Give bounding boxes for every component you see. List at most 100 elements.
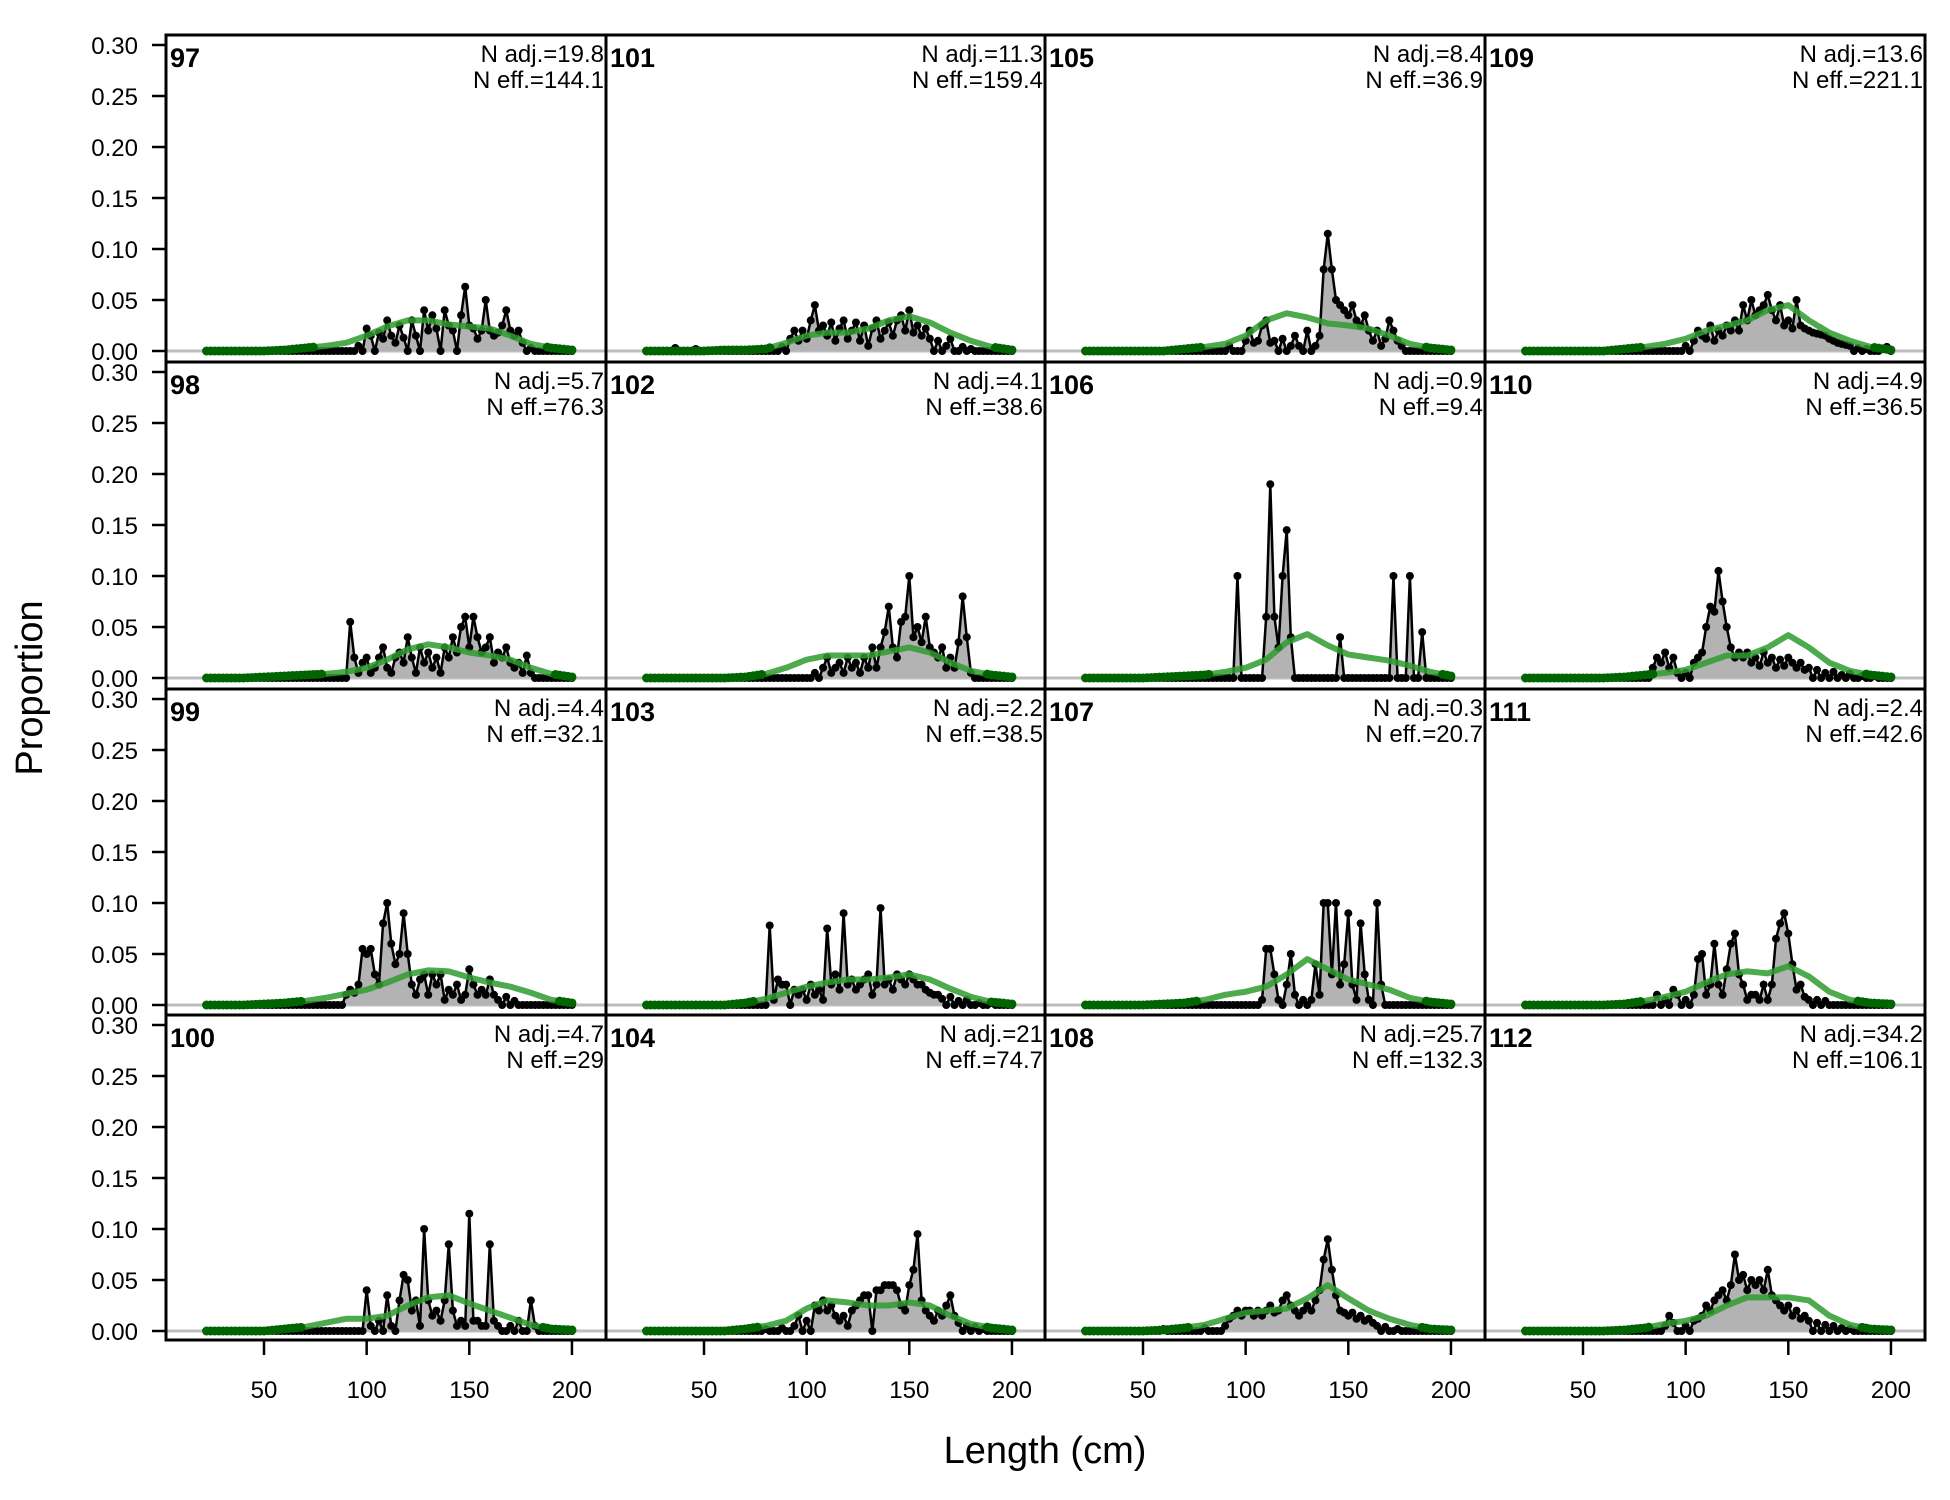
observed-point bbox=[1743, 1286, 1752, 1295]
observed-point bbox=[1821, 1320, 1830, 1329]
expected-point bbox=[748, 996, 758, 1006]
observed-point bbox=[1726, 326, 1735, 335]
observed-point bbox=[917, 331, 926, 340]
observed-point bbox=[819, 321, 828, 330]
observed-point bbox=[864, 1291, 873, 1300]
observed-point bbox=[1405, 572, 1414, 580]
expected-point bbox=[1446, 671, 1456, 681]
observed-point bbox=[1796, 658, 1805, 667]
observed-point bbox=[522, 1327, 531, 1335]
observed-point bbox=[1323, 1235, 1332, 1244]
x-tick-label: 100 bbox=[1666, 1377, 1706, 1404]
observed-point bbox=[338, 1001, 347, 1009]
observed-point bbox=[1702, 623, 1711, 631]
observed-point bbox=[502, 992, 511, 1001]
observed-point bbox=[387, 668, 396, 677]
panel-label: 101 bbox=[610, 43, 655, 73]
expected-point bbox=[1007, 672, 1017, 682]
panel-112: 112 N adj.=34.2N eff.=106.1 bbox=[1485, 1021, 1925, 1336]
observed-point bbox=[1804, 1316, 1813, 1325]
observed-point bbox=[761, 1001, 770, 1009]
observed-point bbox=[1657, 658, 1666, 667]
observed-point bbox=[909, 633, 918, 642]
observed-point bbox=[502, 643, 511, 652]
x-tick-label: 50 bbox=[691, 1377, 718, 1404]
expected-point bbox=[567, 672, 577, 682]
y-tick-label: 0.30 bbox=[91, 687, 138, 714]
observed-point bbox=[1262, 612, 1271, 621]
observed-point bbox=[1763, 1265, 1772, 1274]
observed-point bbox=[1368, 336, 1377, 345]
n-eff-label: N eff.=74.7 bbox=[925, 1047, 1043, 1074]
observed-point bbox=[876, 643, 885, 652]
observed-point bbox=[1718, 1286, 1727, 1295]
observed-point bbox=[1825, 674, 1834, 682]
observed-point bbox=[399, 909, 408, 918]
observed-point bbox=[514, 326, 523, 335]
panel-label: 108 bbox=[1049, 1023, 1094, 1053]
observed-point bbox=[1685, 674, 1694, 682]
observed-point bbox=[1233, 572, 1242, 580]
observed-point bbox=[905, 572, 914, 580]
observed-point bbox=[798, 1327, 807, 1335]
observed-point bbox=[925, 334, 934, 343]
panel-label: 106 bbox=[1049, 370, 1094, 400]
observed-point bbox=[1702, 990, 1711, 999]
observed-point bbox=[901, 612, 910, 621]
x-tick-label: 150 bbox=[449, 1377, 489, 1404]
n-adj-label: N adj.=34.2 bbox=[1800, 1021, 1923, 1048]
observed-point bbox=[851, 318, 860, 327]
observed-point bbox=[1327, 265, 1336, 274]
expected-point bbox=[1007, 1325, 1017, 1335]
observed-point bbox=[1702, 334, 1711, 343]
observed-point bbox=[1784, 316, 1793, 325]
y-tick-label: 0.15 bbox=[91, 840, 138, 867]
expected-point bbox=[1648, 669, 1658, 679]
observed-point bbox=[814, 985, 823, 994]
panel-label: 98 bbox=[170, 370, 200, 400]
observed-point bbox=[1270, 612, 1279, 621]
observed-point bbox=[1303, 326, 1312, 335]
observed-point bbox=[917, 638, 926, 647]
observed-point bbox=[481, 296, 490, 304]
observed-point bbox=[1348, 301, 1357, 310]
observed-point bbox=[876, 904, 885, 913]
n-eff-label: N eff.=42.6 bbox=[1805, 721, 1923, 748]
observed-point bbox=[420, 658, 429, 667]
observed-point bbox=[457, 311, 466, 320]
observed-point bbox=[1813, 1318, 1822, 1327]
observed-point bbox=[1747, 296, 1756, 304]
observed-point bbox=[1389, 326, 1398, 335]
observed-point bbox=[806, 316, 815, 325]
observed-point bbox=[383, 1291, 392, 1300]
observed-point bbox=[1290, 990, 1299, 999]
observed-point bbox=[387, 331, 396, 340]
expected-point bbox=[308, 342, 318, 352]
observed-point bbox=[962, 633, 971, 642]
y-tick-label: 0.15 bbox=[91, 186, 138, 213]
observed-point bbox=[411, 990, 420, 999]
observed-point bbox=[379, 643, 388, 652]
panel-label: 105 bbox=[1049, 43, 1094, 73]
observed-point bbox=[1290, 331, 1299, 340]
observed-point bbox=[1307, 995, 1316, 1004]
x-tick-label: 200 bbox=[1871, 1377, 1911, 1404]
observed-point bbox=[892, 653, 901, 662]
observed-point bbox=[876, 334, 885, 343]
observed-point bbox=[1315, 331, 1324, 340]
observed-point bbox=[884, 602, 893, 611]
observed-point bbox=[1278, 1001, 1287, 1009]
observed-point bbox=[498, 321, 507, 330]
n-eff-label: N eff.=106.1 bbox=[1792, 1047, 1923, 1074]
observed-point bbox=[864, 663, 873, 672]
observed-point bbox=[1356, 919, 1365, 928]
expected-point bbox=[1886, 1325, 1896, 1335]
observed-point bbox=[1344, 909, 1353, 918]
observed-point bbox=[1755, 995, 1764, 1004]
observed-point bbox=[872, 663, 881, 672]
n-eff-label: N eff.=36.5 bbox=[1805, 394, 1923, 421]
observed-point bbox=[1336, 633, 1345, 642]
observed-point bbox=[1282, 526, 1291, 535]
observed-point bbox=[1307, 1306, 1316, 1315]
observed-point bbox=[1771, 934, 1780, 943]
